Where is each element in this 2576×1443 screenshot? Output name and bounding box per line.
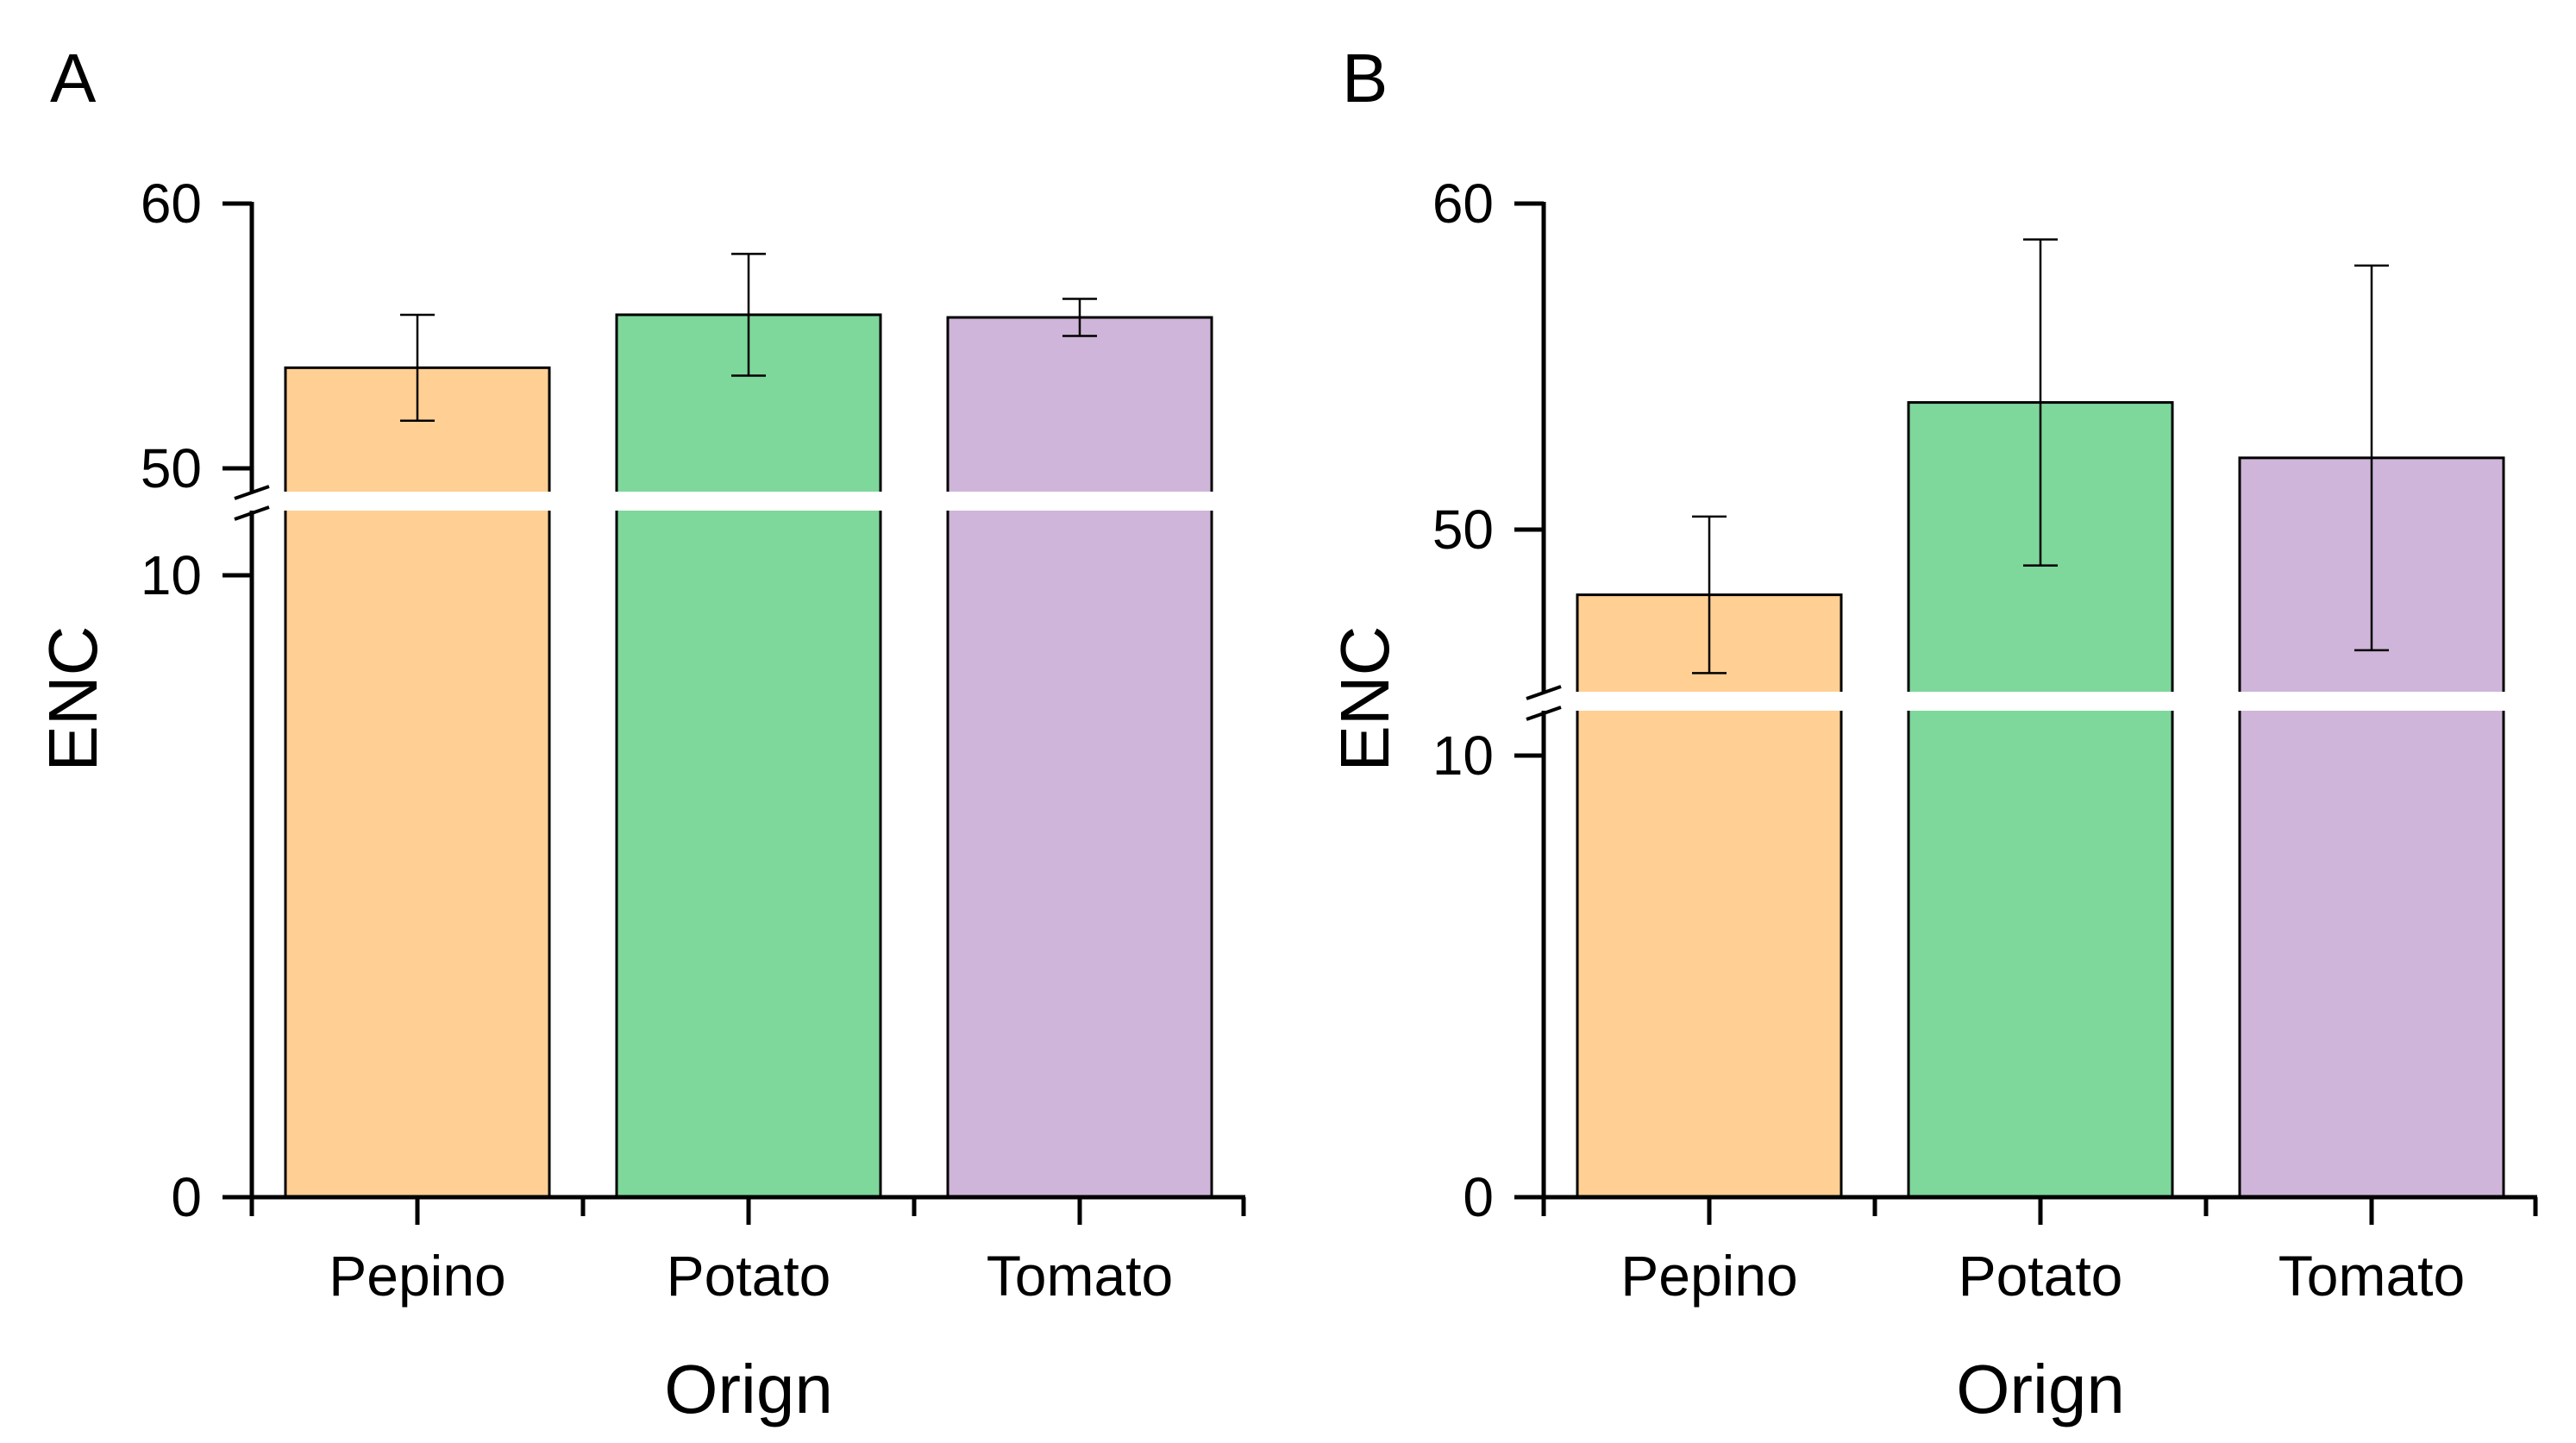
panel-a-category-label: Potato xyxy=(667,1244,831,1308)
panel-b-category-label: Potato xyxy=(1959,1244,2123,1308)
panel-b-ytick-label-0: 0 xyxy=(1463,1166,1494,1228)
panel-b-category-label: Tomato xyxy=(2278,1244,2465,1308)
panel-a-category-label: Pepino xyxy=(329,1244,506,1308)
panel-a-ytick-label-50: 50 xyxy=(141,437,202,499)
panel-b-error-bar-tomato xyxy=(2354,264,2389,652)
panel-b-chart: B 0 10 50 60 Pepino Potato Tomato Orign … xyxy=(1326,40,2551,1427)
panel-b-bar-pepino xyxy=(1576,593,1843,1199)
panel-a-category-label: Tomato xyxy=(987,1244,1173,1308)
panel-b-axis-break-mark xyxy=(1526,706,1562,721)
panel-a-chart: A 0 10 50 60 Pepino Potato Tomato Orign … xyxy=(34,40,1259,1427)
panel-b-category-label: Pepino xyxy=(1620,1244,1798,1308)
panel-a-ytick-label-10: 10 xyxy=(141,544,202,606)
panel-b-error-bar-pepino xyxy=(1692,515,1727,674)
panel-b-y-axis-title: ENC xyxy=(1326,626,1403,772)
panel-b-axis-break-gap xyxy=(1499,692,2551,711)
panel-a-label: A xyxy=(50,40,97,116)
panel-b-bars xyxy=(1576,238,2505,1199)
panel-a-y-axis-title: ENC xyxy=(34,626,111,772)
panel-a-bar-tomato xyxy=(946,316,1213,1199)
panel-b-x-axis-title: Orign xyxy=(1956,1351,2125,1427)
panel-a-axis-break-mark xyxy=(234,505,270,521)
panel-a-error-bar-pepino xyxy=(400,313,435,422)
panel-b-error-bar-potato xyxy=(2023,238,2058,567)
panel-b-axis-break-mark xyxy=(1526,685,1562,700)
panel-a-ytick-label-0: 0 xyxy=(171,1166,202,1228)
panel-a-bar-potato xyxy=(615,313,882,1199)
panel-a-axis-break-gap xyxy=(207,492,1259,511)
panel-a-error-bar-tomato xyxy=(1062,298,1097,337)
panel-b-label: B xyxy=(1342,40,1388,116)
panel-a-bars xyxy=(284,253,1213,1199)
panel-b-ytick-label-10: 10 xyxy=(1432,725,1494,787)
panel-b-ytick-label-50: 50 xyxy=(1432,499,1494,561)
panel-a-error-bar-potato xyxy=(731,253,766,377)
panel-a-ytick-label-60: 60 xyxy=(141,173,202,235)
panel-a-axis-break-mark xyxy=(234,485,270,500)
panel-a-x-axis-title: Orign xyxy=(664,1351,833,1427)
panel-b-ytick-label-60: 60 xyxy=(1432,173,1494,235)
